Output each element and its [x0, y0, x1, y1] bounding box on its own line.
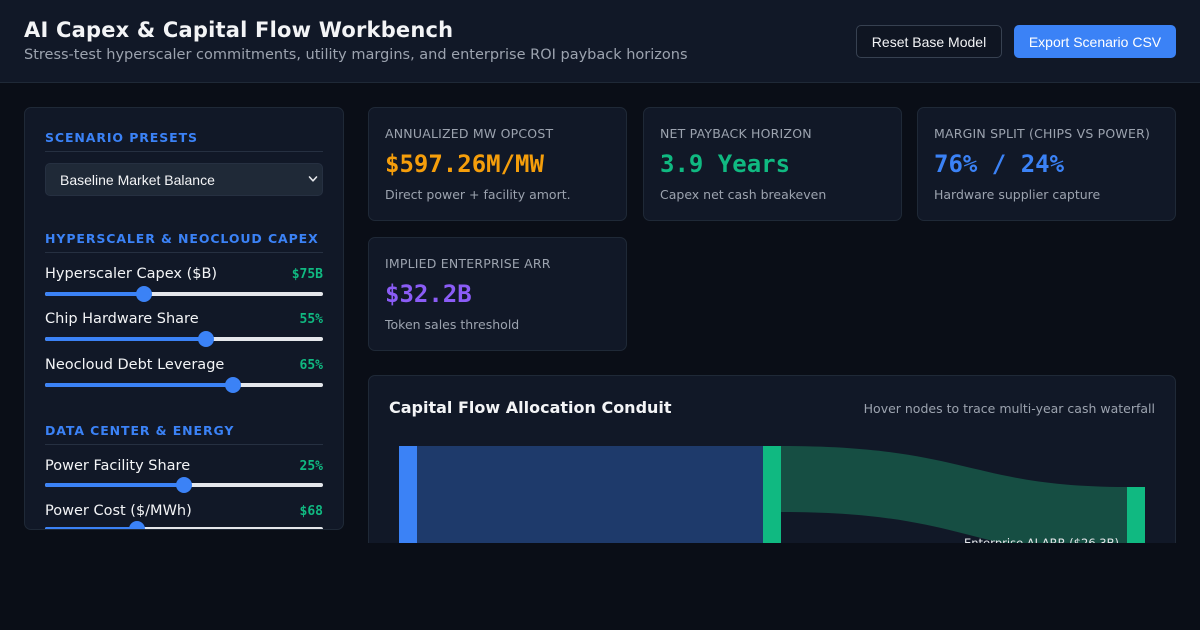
power-facility-share-label: Power Facility Share [45, 458, 191, 474]
energy-heading: DATA CENTER & ENERGY [45, 423, 235, 438]
scenario-preset-select[interactable]: Baseline Market Balance [45, 163, 323, 196]
slider-thumb[interactable] [135, 286, 152, 302]
kpi-subtext: Capex net cash breakeven [660, 187, 827, 202]
hyperscaler-capex-slider[interactable] [45, 286, 323, 302]
reset-base-model-button[interactable]: Reset Base Model [856, 25, 1002, 58]
kpi-label: MARGIN SPLIT (CHIPS VS POWER) [934, 126, 1151, 141]
kpi-card-payback-horizon: NET PAYBACK HORIZON 3.9 Years Capex net … [643, 107, 902, 221]
power-cost-value: $68 [299, 504, 323, 519]
section-divider [45, 444, 323, 445]
slider-fill [45, 483, 184, 487]
kpi-label: IMPLIED ENTERPRISE ARR [385, 256, 551, 271]
slider-thumb[interactable] [176, 477, 192, 493]
slider-fill [45, 527, 137, 529]
kpi-subtext: Token sales threshold [385, 317, 520, 332]
kpi-card-enterprise-arr: IMPLIED ENTERPRISE ARR $32.2B Token sale… [368, 237, 627, 351]
page-subtitle: Stress-test hyperscaler commitments, uti… [24, 47, 688, 63]
slider-thumb[interactable] [224, 377, 241, 393]
hyperscaler-capex-label: Hyperscaler Capex ($B) [45, 266, 218, 282]
chip-hardware-share-slider[interactable] [45, 331, 323, 347]
chevron-down-icon [308, 176, 318, 182]
kpi-value: $597.26M/MW [385, 150, 544, 178]
capex-heading: HYPERSCALER & NEOCLOUD CAPEX [45, 231, 319, 246]
section-divider [45, 252, 323, 253]
kpi-label: NET PAYBACK HORIZON [660, 126, 812, 141]
kpi-card-mw-opcost: ANNUALIZED MW OPCOST $597.26M/MW Direct … [368, 107, 627, 221]
capital-flow-title: Capital Flow Allocation Conduit [389, 398, 672, 417]
power-facility-share-value: 25% [299, 459, 323, 474]
chip-hardware-share-value: 55% [299, 312, 323, 327]
app-header: AI Capex & Capital Flow Workbench Stress… [0, 0, 1200, 83]
kpi-subtext: Direct power + facility amort. [385, 187, 571, 202]
slider-fill [45, 337, 207, 341]
export-scenario-csv-button[interactable]: Export Scenario CSV [1014, 25, 1176, 58]
slider-thumb[interactable] [198, 331, 215, 347]
kpi-label: ANNUALIZED MW OPCOST [385, 126, 554, 141]
scenario-sidebar: SCENARIO PRESETS Baseline Market Balance… [24, 107, 344, 530]
slider-fill [45, 383, 233, 387]
chip-hardware-share-label: Chip Hardware Share [45, 311, 199, 327]
kpi-value: 76% / 24% [934, 150, 1065, 178]
scenario-preset-value: Baseline Market Balance [60, 171, 215, 188]
neocloud-debt-leverage-value: 65% [299, 358, 323, 373]
scenario-presets-heading: SCENARIO PRESETS [45, 130, 198, 145]
kpi-subtext: Hardware supplier capture [934, 187, 1101, 202]
page-title: AI Capex & Capital Flow Workbench [24, 18, 454, 42]
kpi-value: 3.9 Years [660, 150, 791, 178]
kpi-card-margin-split: MARGIN SPLIT (CHIPS VS POWER) 76% / 24% … [917, 107, 1176, 221]
page-background [0, 543, 1200, 630]
neocloud-debt-leverage-label: Neocloud Debt Leverage [45, 357, 225, 373]
power-cost-label: Power Cost ($/MWh) [45, 503, 192, 519]
kpi-value: $32.2B [385, 280, 472, 308]
power-cost-slider[interactable] [45, 521, 323, 529]
power-facility-share-slider[interactable] [45, 477, 323, 493]
section-divider [45, 151, 323, 152]
slider-thumb[interactable] [128, 521, 145, 529]
hyperscaler-capex-value: $75B [291, 267, 323, 282]
capital-flow-hint: Hover nodes to trace multi-year cash wat… [863, 401, 1155, 416]
neocloud-debt-leverage-slider[interactable] [45, 377, 323, 393]
slider-fill [45, 292, 144, 296]
